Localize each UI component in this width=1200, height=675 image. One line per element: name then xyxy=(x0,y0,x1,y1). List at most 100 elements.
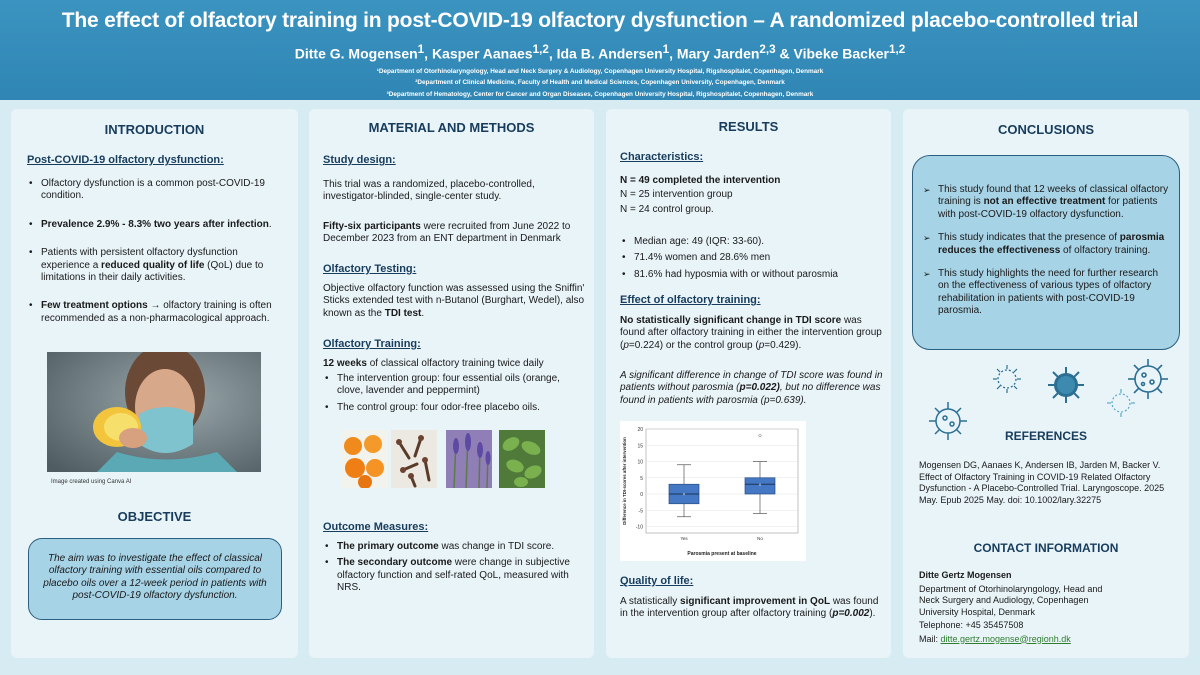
tdi-boxplot: 20 15 10 5 0 -5 -10 × Yes × No Parosmia present at … xyxy=(620,421,806,561)
contact-title: CONTACT INFORMATION xyxy=(973,541,1119,555)
conclusion-item: ➢ This study found that 12 weeks of class… xyxy=(923,184,1169,220)
email-link[interactable]: ditte.gertz.mogense@regionh.dk xyxy=(940,633,1071,644)
contact-phone: Telephone: +45 35457508 xyxy=(919,620,1024,630)
y-tick-label: -10 xyxy=(636,525,643,531)
effect-heading: Effect of olfactory training: xyxy=(620,294,761,306)
results-title: RESULTS xyxy=(718,119,779,134)
author-list: Ditte G. Mogensen1, Kasper Aanaes1,2, Id… xyxy=(294,43,906,62)
outcome-bullet: The secondary outcome were change in sub… xyxy=(323,557,585,594)
affiliation: ¹Department of Otorhinolaryngology, Head… xyxy=(376,67,824,75)
virus-icon xyxy=(1128,359,1168,399)
mean-marker: × xyxy=(759,482,762,488)
y-tick-label: 20 xyxy=(637,427,643,433)
y-tick-label: 10 xyxy=(637,460,643,466)
contact-details: Ditte Gertz Mogensen Department of Otorh… xyxy=(919,570,1119,645)
completed-count: N = 49 completed the intervention xyxy=(620,175,781,186)
training-group-list: The intervention group: four essential o… xyxy=(323,373,585,418)
author: Kasper Aanaes xyxy=(431,45,533,62)
author: Mary Jarden xyxy=(676,45,760,62)
oranges-image xyxy=(341,430,387,488)
x-tick-label: Yes xyxy=(680,536,688,541)
reference-citation: Mogensen DG, Aanaes K, Andersen IB, Jard… xyxy=(919,460,1165,505)
virus-icon xyxy=(993,365,1021,393)
olfactory-testing-text: Objective olfactory function was assesse… xyxy=(323,283,585,319)
y-tick-label: 0 xyxy=(640,492,643,498)
methods-title: MATERIAL AND METHODS xyxy=(368,120,535,135)
olfactory-testing-heading: Olfactory Testing: xyxy=(323,263,417,275)
introduction-panel: INTRODUCTION Post-COVID-19 olfactory dys… xyxy=(11,109,298,658)
training-bullet: The intervention group: four essential o… xyxy=(323,373,585,398)
lavender-image xyxy=(446,430,492,488)
conclusions-panel: CONCLUSIONS ➢ This study found that 12 we… xyxy=(903,109,1189,658)
intro-bullet: Few treatment options → olfactory traini… xyxy=(27,300,289,325)
intro-bullet: Olfactory dysfunction is a common post-C… xyxy=(27,178,289,203)
objective-text: The aim was to investigate the effect of… xyxy=(43,553,267,602)
affiliation: ²Department of Clinical Medicine, Facult… xyxy=(415,79,785,87)
author: Ida B. Andersen xyxy=(556,45,663,62)
x-tick-label: No xyxy=(757,536,763,541)
prevalence-text: Prevalence 2.9% - 8.3% two years after i… xyxy=(41,218,269,230)
author-affil-sup: 1,2 xyxy=(889,43,906,56)
training-duration-text: 12 weeks of classical olfactory training… xyxy=(323,358,544,369)
contact-mail: Mail: ditte.gertz.mogense@regionh.dk xyxy=(919,633,1071,644)
introduction-title: INTRODUCTION xyxy=(104,122,205,137)
intro-bullet: Prevalence 2.9% - 8.3% two years after i… xyxy=(27,218,289,232)
control-count: N = 24 control group. xyxy=(620,203,714,215)
participant-counts: N = 49 completed the intervention N = 25… xyxy=(620,175,882,216)
y-axis-label: Difference in TDI-scores after intervent… xyxy=(622,437,627,525)
olfactory-training-heading: Olfactory Training: xyxy=(323,338,421,350)
training-bullet: The control group: four odor-free placeb… xyxy=(323,402,585,415)
box xyxy=(744,477,776,495)
objective-title: OBJECTIVE xyxy=(117,509,192,524)
contact-department: Department of Otorhinolaryngology, Head … xyxy=(919,583,1103,617)
mean-marker: × xyxy=(683,492,686,498)
outcome-list: The primary outcome was change in TDI sc… xyxy=(323,541,585,599)
affiliations: ¹Department of Otorhinolaryngology, Head… xyxy=(0,66,1200,101)
virus-decoration xyxy=(929,359,1168,440)
outlier-point xyxy=(758,433,762,438)
y-tick-label: 5 xyxy=(640,476,643,482)
objective-box: The aim was to investigate the effect of… xyxy=(28,538,282,620)
arrow-bullet-icon: ➢ xyxy=(923,233,931,244)
conclusions-title: CONCLUSIONS xyxy=(997,122,1095,137)
outcome-measures-heading: Outcome Measures: xyxy=(323,521,429,533)
author-affil-sup: 1 xyxy=(662,43,670,56)
characteristic-bullet: 81.6% had hyposmia with or without paros… xyxy=(620,269,882,282)
outcome-bullet: The primary outcome was change in TDI sc… xyxy=(323,541,585,554)
effect-text: No statistically significant change in T… xyxy=(620,315,882,351)
contact-name: Ditte Gertz Mogensen xyxy=(919,570,1012,580)
references-title: REFERENCES xyxy=(1004,429,1087,443)
quality-of-life-text: A statistically significant improvement … xyxy=(620,596,879,620)
affiliation: ³Department of Hematology, Center for Ca… xyxy=(386,90,814,98)
virus-icon xyxy=(1107,389,1135,417)
image-caption: Image created using Canva AI xyxy=(51,479,132,485)
woman-smelling-lemon-image xyxy=(47,352,261,472)
conclusion-item: ➢ This study highlights the need for furt… xyxy=(923,268,1159,317)
characteristic-bullet: Median age: 49 (IQR: 33-60). xyxy=(620,236,882,249)
characteristic-bullet: 71.4% women and 28.6% men xyxy=(620,252,882,265)
intro-bullet: Patients with persistent olfactory dysfu… xyxy=(27,247,289,284)
peppermint-image xyxy=(499,430,545,488)
characteristics-list: Median age: 49 (IQR: 33-60). 71.4% women… xyxy=(620,236,882,285)
virus-icon xyxy=(1048,367,1084,403)
results-panel: RESULTS Characteristics: N = 49 complete… xyxy=(606,109,891,658)
boxplot-svg: 20 15 10 5 0 -5 -10 × Yes × No Parosmia present at … xyxy=(622,427,799,557)
study-design-heading: Study design: xyxy=(323,154,396,166)
virus-icon xyxy=(929,402,967,440)
conclusions-box: ➢ This study found that 12 weeks of class… xyxy=(912,155,1180,350)
y-tick-label: -5 xyxy=(639,508,644,514)
x-axis-label: Parosmia present at baseline xyxy=(687,551,756,557)
quality-of-life-heading: Quality of life: xyxy=(620,575,694,587)
characteristics-heading: Characteristics: xyxy=(620,151,704,163)
parosmia-finding-text: A significant difference in change of TD… xyxy=(620,370,883,406)
intro-subheading: Post-COVID-19 olfactory dysfunction: xyxy=(27,154,224,166)
poster-header: The effect of olfactory training in post… xyxy=(0,0,1200,100)
author-affil-sup: 1 xyxy=(417,43,425,56)
intervention-count: N = 25 intervention group xyxy=(620,189,733,201)
intro-bullet-list: Olfactory dysfunction is a common post-C… xyxy=(27,178,289,329)
methods-panel: MATERIAL AND METHODS Study design: This … xyxy=(309,109,594,658)
arrow-bullet-icon: ➢ xyxy=(923,185,931,195)
conclusion-item: ➢ This study indicates that the presence … xyxy=(923,232,1165,256)
study-design-text: This trial was a randomized, placebo-con… xyxy=(323,179,535,203)
author-affil-sup: 1,2 xyxy=(532,43,549,56)
